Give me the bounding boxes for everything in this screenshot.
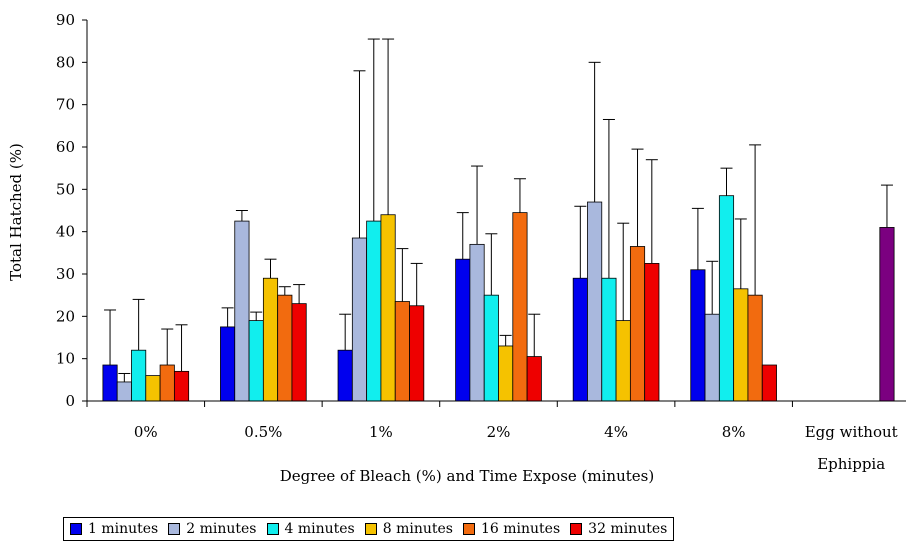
- legend-label: 1 minutes: [88, 521, 159, 537]
- bar: [879, 227, 895, 402]
- legend-label: 4 minutes: [284, 521, 355, 537]
- chart-legend: 1 minutes 2 minutes 4 minutes 8 minutes …: [63, 517, 675, 541]
- axes-layer: 0 10 20 30 40 50 60 70 80 90 0% 0.5% 1% 2% 4% 8% Egg wit…: [56, 11, 906, 473]
- bar: [337, 349, 353, 402]
- x-tick-label: 1%: [369, 423, 393, 441]
- legend-swatch: [364, 523, 377, 535]
- bar: [277, 294, 293, 402]
- bar: [234, 220, 250, 402]
- y-tick-label: 60: [56, 138, 75, 156]
- y-axis-title: Total Hatched (%): [7, 143, 25, 281]
- y-tick-label: 10: [56, 350, 75, 368]
- legend-swatch: [570, 523, 583, 535]
- x-tick-label: 0%: [134, 423, 158, 441]
- legend-label: 32 minutes: [588, 521, 668, 537]
- legend-label: 16 minutes: [481, 521, 561, 537]
- bar: [159, 364, 175, 402]
- x-tick-label: 0.5%: [244, 423, 282, 441]
- bar: [351, 237, 368, 402]
- x-tick-label: 8%: [722, 423, 746, 441]
- legend-label: 8 minutes: [382, 521, 453, 537]
- x-tick-label: Ephippia: [817, 455, 885, 473]
- legend-item: 1 minutes: [70, 521, 158, 537]
- y-tick-label: 20: [56, 307, 75, 325]
- bar: [587, 201, 603, 402]
- bar: [498, 345, 514, 402]
- bar: [262, 277, 279, 402]
- bars-layer: [102, 195, 895, 402]
- legend-swatch: [70, 523, 82, 535]
- bar: [248, 320, 264, 402]
- bar: [704, 313, 720, 402]
- bar: [455, 258, 471, 402]
- legend-item: 4 minutes: [266, 521, 355, 537]
- bar: [483, 294, 499, 402]
- y-tick-label: 40: [56, 223, 75, 241]
- bar: [102, 364, 118, 402]
- legend-swatch: [168, 523, 181, 535]
- x-tick-label: 4%: [604, 423, 628, 441]
- bar: [469, 243, 485, 402]
- bar: [615, 320, 631, 402]
- y-tick-label: 30: [56, 265, 75, 283]
- bar: [747, 294, 763, 402]
- bar: [131, 349, 147, 402]
- bar: [572, 277, 588, 402]
- legend-item: 8 minutes: [364, 521, 453, 537]
- bar: [145, 375, 161, 402]
- bar: [366, 220, 382, 402]
- bar: [629, 246, 646, 402]
- bar: [690, 269, 706, 402]
- bar: [291, 303, 307, 402]
- y-tick-label: 80: [56, 53, 75, 71]
- bar: [409, 305, 425, 402]
- bar: [733, 288, 749, 402]
- y-tick-label: 50: [56, 180, 75, 198]
- legend-swatch: [463, 523, 475, 535]
- bar: [761, 364, 777, 402]
- bar: [512, 212, 528, 402]
- bar: [526, 356, 542, 402]
- legend-label: 2 minutes: [186, 521, 257, 537]
- legend-item: 32 minutes: [570, 521, 667, 537]
- bar: [173, 370, 190, 402]
- legend-swatch: [266, 523, 279, 535]
- bar: [718, 195, 735, 402]
- y-tick-label: 70: [56, 96, 75, 114]
- x-tick-label: Egg without: [805, 423, 898, 441]
- y-tick-label: 0: [65, 392, 75, 410]
- x-tick-label: 2%: [487, 423, 511, 441]
- bar: [116, 381, 132, 402]
- bar: [380, 214, 396, 402]
- bar: [644, 263, 660, 402]
- bar: [220, 326, 236, 402]
- legend-item: 16 minutes: [463, 521, 560, 537]
- bar: [601, 277, 617, 402]
- bar: [394, 301, 410, 402]
- legend-item: 2 minutes: [168, 521, 257, 537]
- x-axis-title: Degree of Bleach (%) and Time Expose (mi…: [280, 467, 654, 485]
- y-tick-label: 90: [56, 11, 75, 29]
- error-bars-layer: [104, 38, 893, 382]
